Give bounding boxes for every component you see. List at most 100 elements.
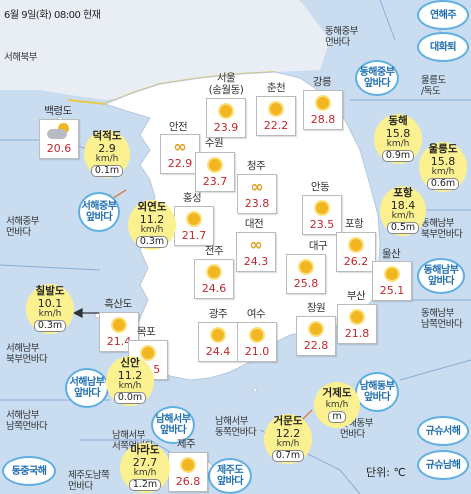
weather-card[interactable]: 21.7 [174, 206, 214, 246]
haze-icon: ∞ [249, 235, 263, 254]
region-bubble[interactable]: 연해주 [417, 0, 469, 30]
city-name: 백령도 [44, 105, 72, 117]
temperature: 23.8 [244, 197, 270, 210]
sun-icon [350, 239, 362, 251]
header-datetime: 6월 9일(화) 08:00 현재 [4, 10, 101, 21]
region-bubble[interactable]: 규슈서해 [417, 416, 469, 446]
region-bubble[interactable]: 남해서부 앞바다 [151, 406, 195, 444]
weather-card[interactable]: 22.2 [256, 96, 296, 136]
city-name: 대구 [308, 240, 328, 252]
temperature: 21.4 [106, 335, 132, 348]
buoy-marker[interactable]: 거제도 km/h m [314, 382, 360, 428]
sun-icon [310, 323, 322, 335]
sun-icon [270, 103, 282, 115]
temperature: 24.4 [205, 345, 231, 358]
weather-card[interactable]: 28.8 [303, 90, 343, 130]
sea-area-label: 동해중부 먼바다 [325, 26, 358, 48]
haze-icon: ∞ [250, 177, 264, 196]
sea-area-label: 서해중부 먼바다 [6, 216, 39, 238]
weather-card[interactable]: ∞ 23.8 [237, 174, 277, 214]
region-bubble[interactable]: 제주도 앞바다 [208, 458, 252, 494]
haze-icon: ∞ [173, 137, 187, 156]
city-name: 여수 [246, 308, 266, 320]
weather-card[interactable]: ∞ 24.3 [236, 232, 276, 272]
weather-card[interactable]: 26.8 [168, 452, 208, 492]
buoy-marker[interactable]: 마라도 27.7 km/h 1.2m [120, 443, 170, 493]
region-bubble[interactable]: 규슈남해 [417, 450, 469, 480]
temperature: 23.9 [213, 121, 239, 134]
sun-icon [251, 329, 263, 341]
region-bubble[interactable]: 동해남부 앞바다 [417, 258, 465, 294]
temperature: 25.1 [379, 284, 405, 297]
sun-icon [386, 268, 398, 280]
city-name: 울산 [381, 248, 401, 260]
temperature: 28.8 [310, 113, 336, 126]
temperature: 21.0 [244, 345, 270, 358]
city-name: 춘천 [266, 82, 286, 94]
temperature: 22.9 [167, 157, 193, 170]
temperature: 26.2 [343, 255, 369, 268]
sun-icon [351, 311, 363, 323]
city-name: 포항 [344, 218, 364, 230]
city-name: 청주 [246, 160, 266, 172]
city-name: 서울 (송월동) [208, 72, 244, 96]
temperature: 23.5 [309, 218, 335, 231]
buoy-marker[interactable]: 울릉도 15.8 km/h 0.6m [419, 142, 467, 192]
sun-icon [316, 202, 328, 214]
region-bubble[interactable]: 서해중부 앞바다 [78, 192, 120, 232]
sun-icon [113, 319, 125, 331]
weather-card[interactable]: 25.1 [372, 261, 412, 301]
weather-card[interactable]: 21.8 [337, 304, 377, 344]
buoy-marker[interactable]: 덕적도 2.9 km/h 0.1m [84, 130, 130, 178]
cloud-sun-icon [47, 123, 71, 141]
city-name: 강릉 [312, 76, 332, 88]
region-bubble[interactable]: 동중국해 [2, 456, 56, 486]
buoy-marker[interactable]: 동해 15.8 km/h 0.9m [374, 114, 422, 164]
weather-card[interactable]: 23.7 [195, 152, 235, 192]
temperature: 21.8 [344, 327, 370, 340]
city-name: 대전 [244, 218, 264, 230]
weather-card[interactable]: 26.2 [336, 232, 376, 272]
sun-icon [188, 213, 200, 225]
sun-icon [209, 159, 221, 171]
buoy-marker[interactable]: 신안 11.2 km/h 0.0m [106, 356, 154, 406]
weather-card[interactable]: 25.8 [286, 254, 326, 294]
buoy-marker[interactable]: 외연도 11.2 km/h 0.3m [128, 200, 176, 250]
unit-label: 단위: ℃ [366, 466, 406, 479]
weather-card[interactable]: 24.4 [198, 322, 238, 362]
sun-icon [182, 459, 194, 471]
weather-card[interactable]: 20.6 [39, 119, 79, 159]
buoy-marker[interactable]: 거문도 12.2 km/h 0.7m [264, 414, 312, 464]
buoy-marker[interactable]: 포항 18.4 km/h 0.5m [380, 186, 426, 236]
sea-area-label: 동해남부 남쪽먼바다 [421, 308, 463, 330]
sun-icon [220, 105, 232, 117]
buoy-marker[interactable]: 칠발도 10.1 km/h 0.3m [26, 284, 74, 334]
weather-card[interactable]: 24.6 [194, 259, 234, 299]
temperature: 22.8 [303, 339, 329, 352]
city-name: 전주 [204, 245, 224, 257]
sea-area-label: 울릉도 /독도 [421, 75, 446, 97]
region-bubble[interactable]: 남해동부 앞바다 [355, 372, 399, 412]
sun-icon [208, 266, 220, 278]
region-bubble[interactable]: 서해남부 앞바다 [65, 368, 109, 408]
sun-icon [212, 329, 224, 341]
city-name: 수원 [204, 137, 224, 149]
sea-area-label: 서해북부 [4, 52, 37, 63]
sea-area-label: 동해남부 북부먼바다 [421, 218, 463, 240]
region-bubble[interactable]: 대화퇴 [417, 32, 469, 62]
city-name: 목포 [136, 326, 156, 338]
region-bubble[interactable]: 동해중부 앞바다 [355, 60, 399, 96]
temperature: 20.6 [46, 142, 72, 155]
temperature: 22.2 [263, 119, 289, 132]
city-name: 흑산도 [104, 298, 132, 310]
weather-card[interactable]: 21.0 [237, 322, 277, 362]
sun-icon [317, 97, 329, 109]
weather-card[interactable]: 22.8 [296, 316, 336, 356]
city-name: 안동 [310, 181, 330, 193]
sea-area-label: 남해서부 동쪽먼바다 [215, 416, 257, 438]
sea-area-label: 서해남부 북부먼바다 [6, 343, 48, 365]
weather-card[interactable]: 23.5 [302, 195, 342, 235]
weather-card[interactable]: 23.9 [206, 98, 246, 138]
weather-card[interactable]: ∞ 22.9 [160, 134, 200, 174]
